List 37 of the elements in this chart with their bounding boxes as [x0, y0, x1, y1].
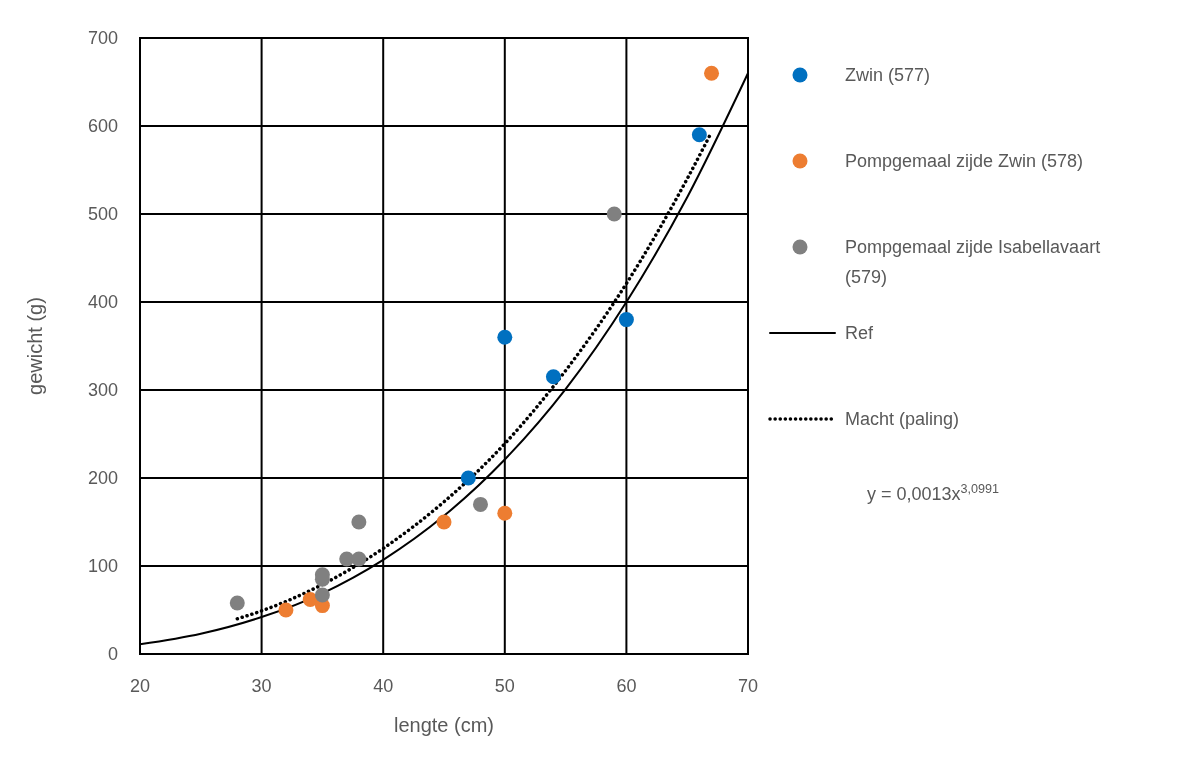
point	[460, 470, 476, 486]
text: y = 0,0013x$^{3,0991}$	[867, 482, 1000, 504]
point	[351, 551, 367, 567]
y-tick-label: 200	[87, 468, 118, 488]
y-tick-label: 400	[87, 292, 118, 312]
point	[472, 496, 488, 512]
point	[436, 514, 452, 530]
y-tick-label: 600	[87, 116, 118, 136]
x-axis-title: lengte (cm)	[393, 714, 495, 736]
x-tick-label: 70	[737, 676, 759, 696]
y-tick-label: 0	[107, 644, 118, 664]
point	[497, 505, 513, 521]
y-tick-label: 500	[87, 204, 118, 224]
legend-label: Pompgemaal zijde Zwin (578)	[845, 151, 1084, 171]
x-tick-label: 50	[494, 676, 515, 696]
y-tick-label: 700	[87, 28, 118, 48]
legend-label: Zwin (577)	[845, 65, 931, 85]
point	[606, 206, 622, 222]
y-tick-label: 300	[87, 380, 118, 400]
point	[704, 65, 720, 81]
point	[618, 312, 634, 328]
x-tick-label: 40	[373, 676, 394, 696]
x-tick-label: 60	[616, 676, 637, 696]
x-tick-label: 20	[129, 676, 151, 696]
point	[497, 329, 513, 345]
point	[278, 602, 294, 618]
point	[229, 595, 245, 611]
y-tick-label: 100	[87, 556, 118, 576]
legend-label: Ref	[845, 323, 875, 343]
point	[545, 369, 561, 385]
point	[314, 587, 330, 603]
y-axis-title: gewicht (g)	[24, 297, 46, 395]
point	[691, 127, 707, 143]
legend-label: Macht (paling)	[845, 409, 960, 429]
legend-label: Pompgemaal zijde Isabellavaart (579)	[845, 237, 1101, 287]
x-tick-label: 30	[251, 676, 272, 696]
point	[351, 514, 367, 530]
